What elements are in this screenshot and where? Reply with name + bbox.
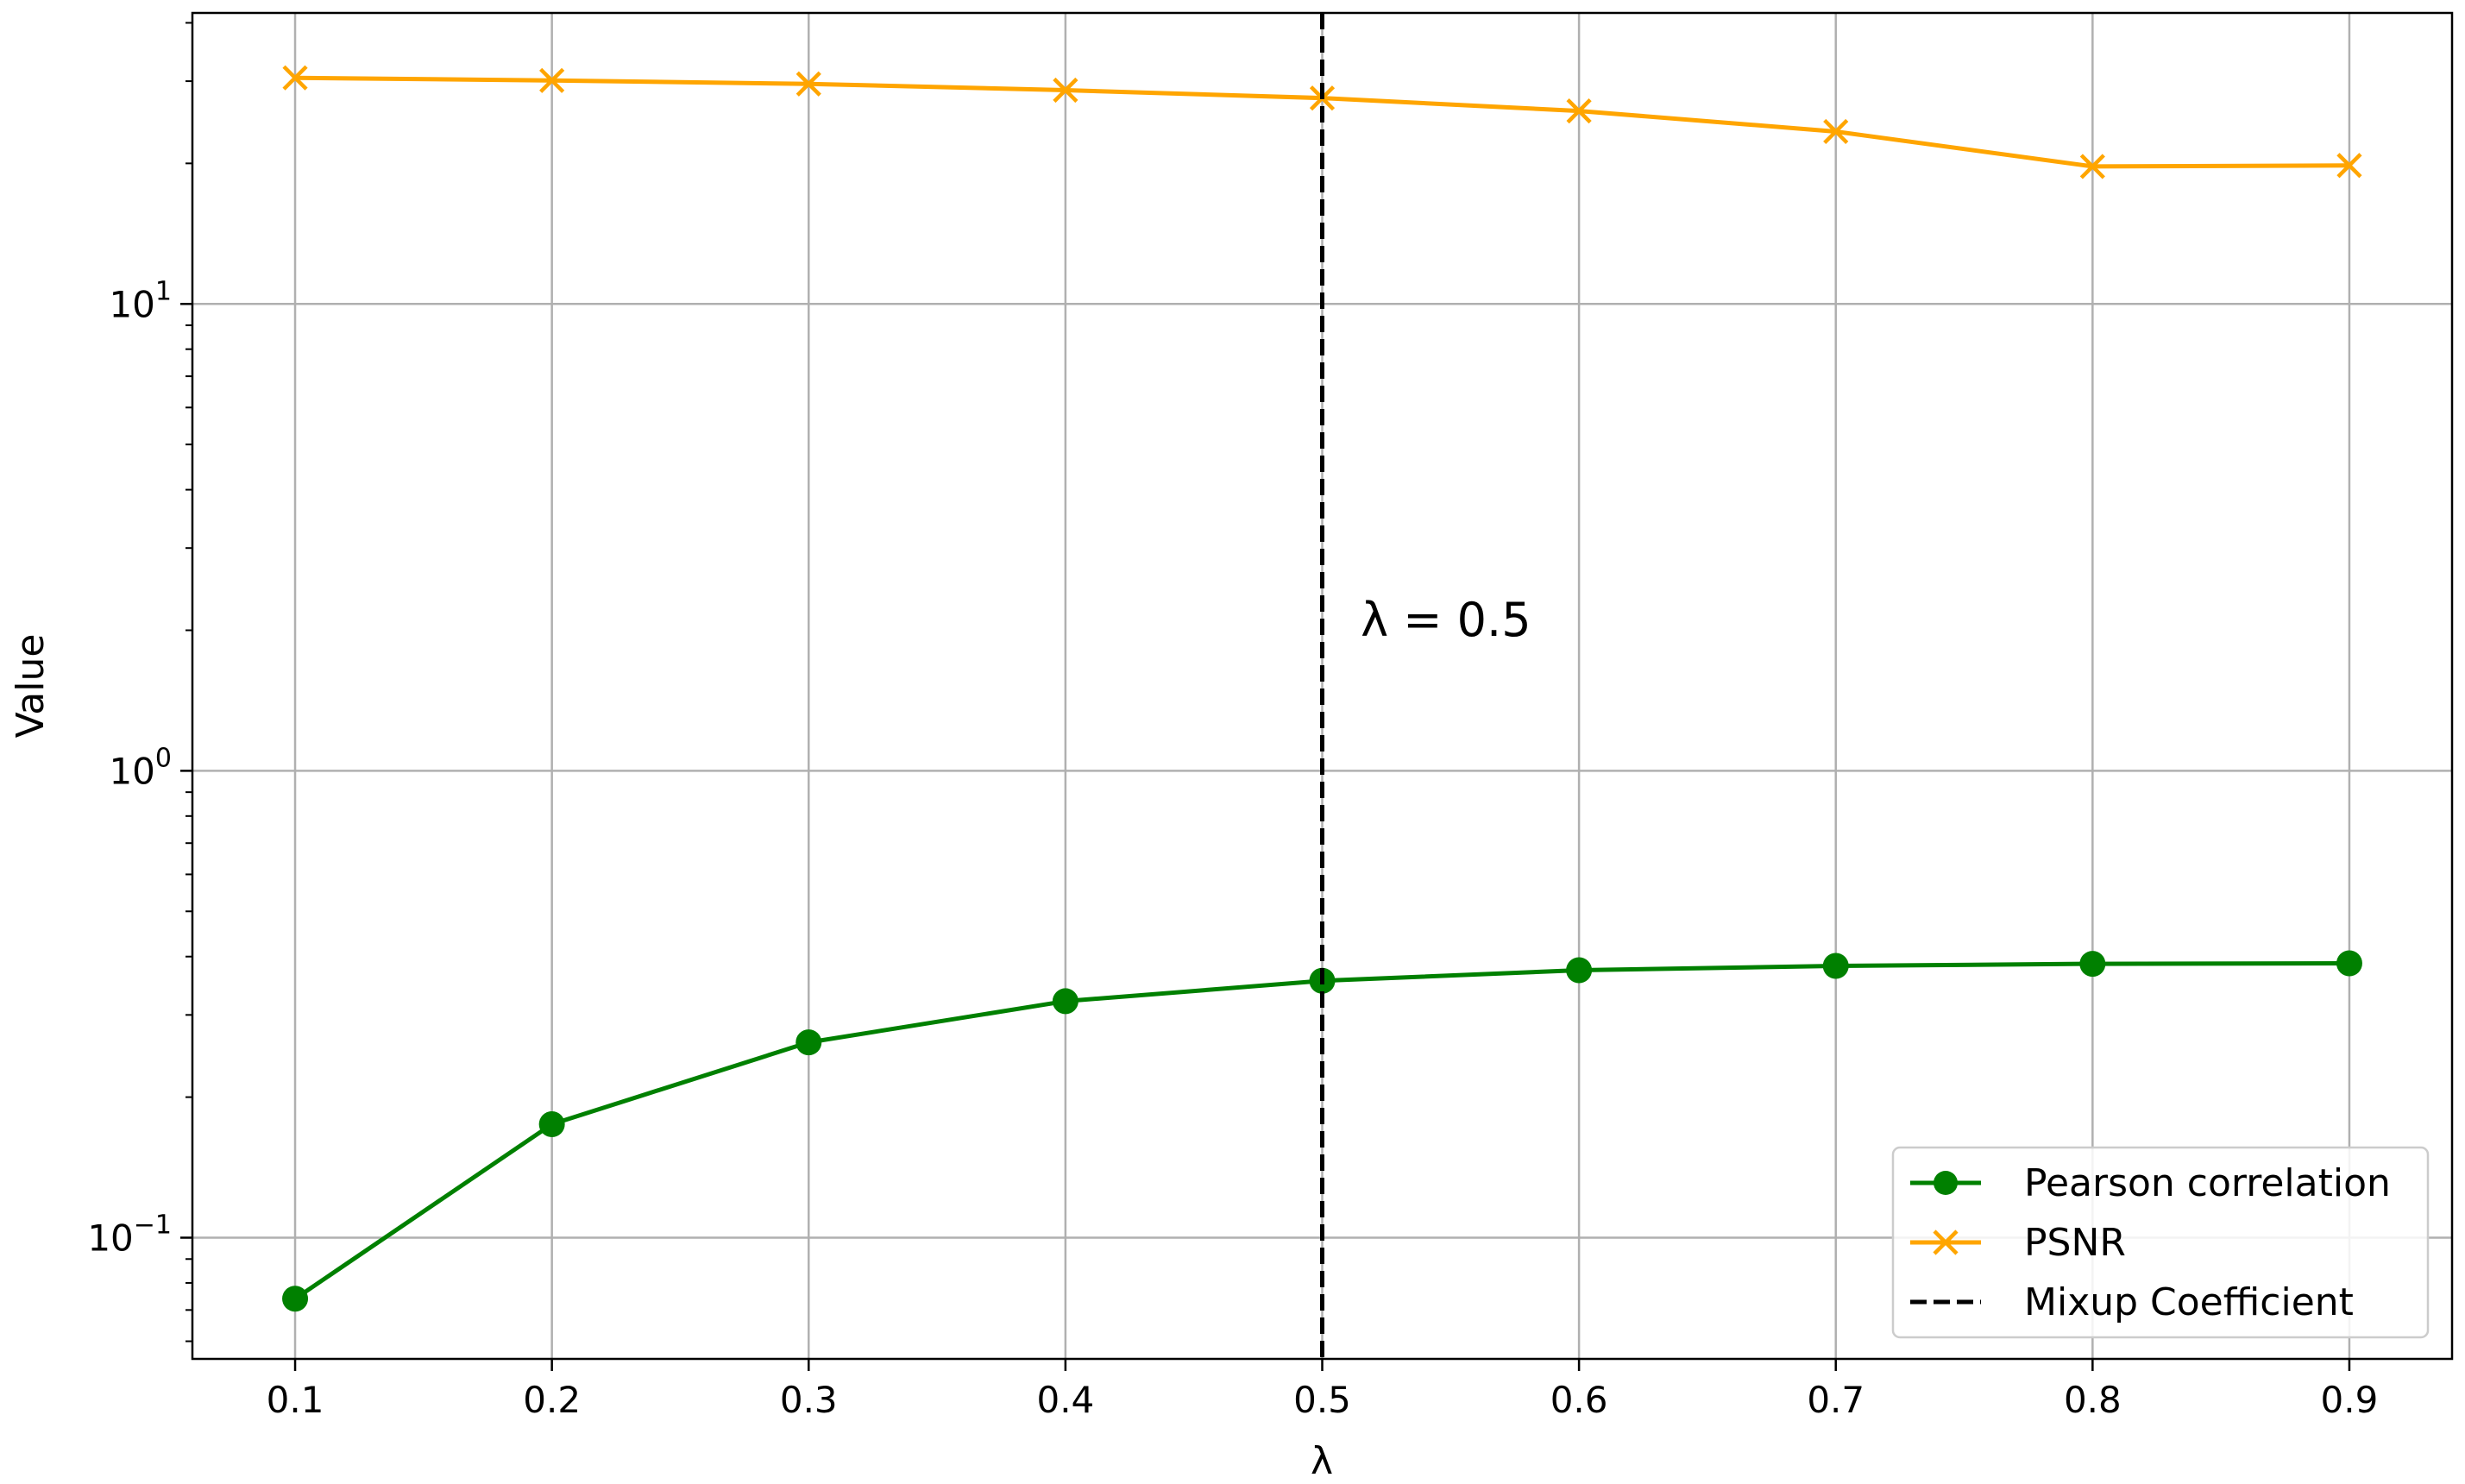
data-point xyxy=(1822,953,1849,979)
data-point xyxy=(1566,957,1593,984)
data-point xyxy=(2079,154,2105,179)
data-point xyxy=(1823,118,1849,145)
data-point xyxy=(1053,77,1078,104)
x-tick-label: 0.6 xyxy=(1550,1379,1608,1421)
legend-label: PSNR xyxy=(2024,1221,2126,1265)
x-axis: 0.1 0.2 0.3 0.4 0.5 0.6 0.7 0.8 0.9 xyxy=(267,1359,2379,1421)
data-point xyxy=(282,1286,309,1312)
x-tick-label: 0.7 xyxy=(1807,1379,1864,1421)
data-point xyxy=(795,1029,822,1056)
x-tick-label: 0.5 xyxy=(1293,1379,1351,1421)
x-tick-label: 0.2 xyxy=(523,1379,581,1421)
x-tick-label: 0.3 xyxy=(780,1379,838,1421)
x-tick-label: 0.1 xyxy=(267,1379,324,1421)
data-point xyxy=(795,71,821,97)
y-axis: 10−1 100 101 xyxy=(87,22,192,1343)
annotation-lambda: λ = 0.5 xyxy=(1361,593,1531,647)
y-tick-label: 10−1 xyxy=(87,1210,172,1260)
x-tick-label: 0.8 xyxy=(2064,1379,2122,1421)
x-axis-label: λ xyxy=(1311,1439,1333,1483)
legend-swatch-marker xyxy=(1933,1229,1959,1255)
x-tick-label: 0.4 xyxy=(1036,1379,1094,1421)
legend-label: Mixup Coefficient xyxy=(2024,1280,2354,1324)
y-tick-label: 100 xyxy=(109,743,172,792)
legend-label: Pearson correlation xyxy=(2024,1161,2391,1205)
y-tick-label: 101 xyxy=(109,276,172,325)
legend-swatch-marker xyxy=(1934,1171,1958,1195)
data-point xyxy=(1052,988,1078,1015)
data-point xyxy=(2336,153,2362,179)
data-point xyxy=(2336,950,2362,977)
data-point xyxy=(539,67,565,93)
y-axis-label: Value xyxy=(9,634,53,739)
legend-box xyxy=(1891,1146,2430,1339)
legend: Pearson correlation PSNR Mixup Coefficient xyxy=(1891,1146,2430,1339)
data-point xyxy=(1566,98,1592,124)
x-tick-label: 0.9 xyxy=(2321,1379,2379,1421)
data-point xyxy=(538,1110,565,1137)
data-point xyxy=(282,65,308,91)
data-point xyxy=(2079,951,2106,978)
